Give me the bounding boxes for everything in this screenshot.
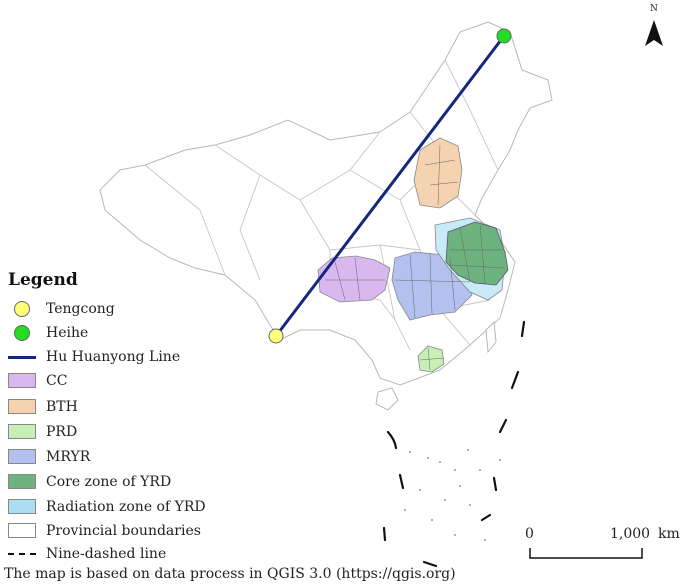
fill-swatch-icon xyxy=(8,424,36,439)
fill-swatch-icon xyxy=(8,449,36,464)
fill-swatch-icon xyxy=(8,373,36,388)
hainan-island xyxy=(375,387,399,411)
south-sea-islands xyxy=(404,449,501,541)
legend-item-provincial: Provincial boundaries xyxy=(8,520,201,542)
hu-huanyong-line xyxy=(274,35,506,337)
legend-item-heihe: Heihe xyxy=(8,322,88,344)
fill-swatch-icon xyxy=(8,499,36,514)
legend-item-nine-dashed: Nine-dashed line xyxy=(8,543,166,565)
legend-item-prd: PRD xyxy=(8,421,77,443)
fill-swatch-icon xyxy=(8,523,36,538)
nine-dashed-line xyxy=(382,320,526,568)
legend-item-bth: BTH xyxy=(8,396,78,418)
city-boundaries xyxy=(325,144,506,371)
legend-item-hu-line: Hu Huanyong Line xyxy=(8,346,180,368)
legend-item-tengcong: Tengcong xyxy=(8,298,115,320)
country-outline xyxy=(99,21,553,386)
legend-item-yrd-core: Core zone of YRD xyxy=(8,471,171,493)
north-label: N xyxy=(650,4,658,14)
fill-swatch-icon xyxy=(8,474,36,489)
line-icon xyxy=(8,356,36,359)
heihe-point xyxy=(496,28,512,44)
scale-bar xyxy=(529,548,643,559)
footer-note: The map is based on data process in QGIS… xyxy=(4,566,456,582)
dashed-line-icon xyxy=(8,553,36,555)
region-bth xyxy=(413,137,463,209)
legend-item-yrd-radiation: Radiation zone of YRD xyxy=(8,496,206,518)
yellow-point-icon xyxy=(14,301,30,317)
scale-start-label: 0 xyxy=(525,526,534,542)
taiwan-island xyxy=(485,320,497,354)
green-point-icon xyxy=(14,325,30,341)
scale-end-label: 1,000 xyxy=(610,526,651,542)
legend-title: Legend xyxy=(8,270,78,290)
fill-swatch-icon xyxy=(8,399,36,414)
scale-unit-label: km xyxy=(658,526,680,542)
region-cc xyxy=(317,255,391,303)
legend-item-mryr: MRYR xyxy=(8,446,90,468)
north-arrow-icon xyxy=(645,20,663,46)
legend-item-cc: CC xyxy=(8,370,67,392)
tengcong-point xyxy=(268,328,284,344)
region-yrd-core xyxy=(445,221,509,286)
